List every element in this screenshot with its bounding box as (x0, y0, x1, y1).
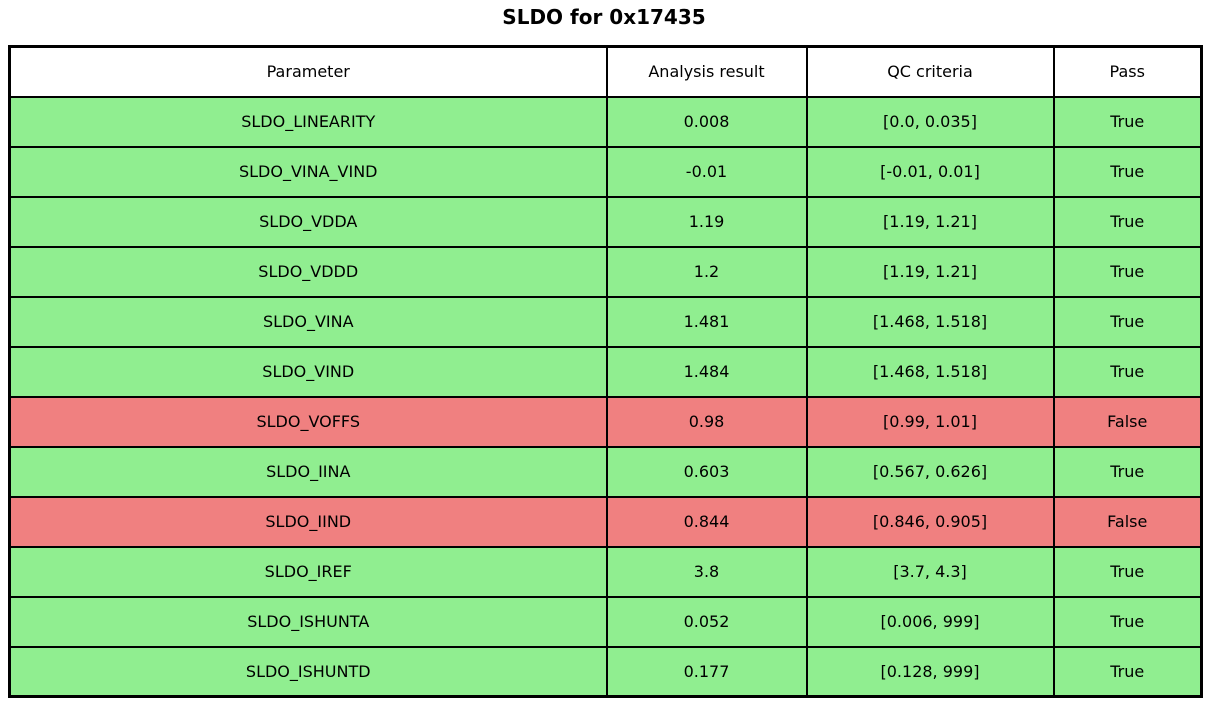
cell-result: 0.844 (605, 495, 808, 548)
page-title: SLDO for 0x17435 (502, 5, 706, 29)
cell-criteria: [0.128, 999] (805, 645, 1055, 698)
cell-criteria: [0.846, 0.905] (805, 495, 1055, 548)
cell-result: 0.008 (605, 95, 808, 148)
table-row: SLDO_VDDD 1.2 [1.19, 1.21] True (8, 245, 1203, 298)
cell-result: 1.481 (605, 295, 808, 348)
cell-result: 1.19 (605, 195, 808, 248)
cell-criteria: [0.0, 0.035] (805, 95, 1055, 148)
cell-parameter: SLDO_LINEARITY (8, 95, 608, 148)
cell-pass: True (1052, 645, 1203, 698)
cell-parameter: SLDO_VIND (8, 345, 608, 398)
table-row: SLDO_VDDA 1.19 [1.19, 1.21] True (8, 195, 1203, 248)
cell-parameter: SLDO_VINA_VIND (8, 145, 608, 198)
cell-pass: True (1052, 445, 1203, 498)
cell-criteria: [0.006, 999] (805, 595, 1055, 648)
cell-pass: True (1052, 95, 1203, 148)
cell-result: 0.98 (605, 395, 808, 448)
cell-criteria: [1.468, 1.518] (805, 295, 1055, 348)
cell-parameter: SLDO_VOFFS (8, 395, 608, 448)
cell-parameter: SLDO_ISHUNTA (8, 595, 608, 648)
table-row: SLDO_LINEARITY 0.008 [0.0, 0.035] True (8, 95, 1203, 148)
cell-criteria: [1.19, 1.21] (805, 195, 1055, 248)
table-header: Parameter Analysis result QC criteria Pa… (8, 45, 1203, 98)
cell-parameter: SLDO_IREF (8, 545, 608, 598)
cell-criteria: [1.468, 1.518] (805, 345, 1055, 398)
cell-pass: True (1052, 195, 1203, 248)
cell-criteria: [0.567, 0.626] (805, 445, 1055, 498)
table-row: SLDO_VOFFS 0.98 [0.99, 1.01] False (8, 395, 1203, 448)
header-row: Parameter Analysis result QC criteria Pa… (8, 45, 1203, 98)
cell-parameter: SLDO_VDDD (8, 245, 608, 298)
column-header-analysis-result: Analysis result (605, 45, 808, 98)
column-header-parameter: Parameter (8, 45, 608, 98)
cell-parameter: SLDO_VDDA (8, 195, 608, 248)
cell-pass: False (1052, 395, 1203, 448)
cell-result: 0.603 (605, 445, 808, 498)
table-row: SLDO_VINA_VIND -0.01 [-0.01, 0.01] True (8, 145, 1203, 198)
column-header-qc-criteria: QC criteria (805, 45, 1055, 98)
cell-criteria: [-0.01, 0.01] (805, 145, 1055, 198)
table-row: SLDO_VINA 1.481 [1.468, 1.518] True (8, 295, 1203, 348)
cell-result: 0.052 (605, 595, 808, 648)
cell-criteria: [1.19, 1.21] (805, 245, 1055, 298)
table-row: SLDO_IINA 0.603 [0.567, 0.626] True (8, 445, 1203, 498)
cell-pass: True (1052, 145, 1203, 198)
cell-criteria: [3.7, 4.3] (805, 545, 1055, 598)
cell-result: -0.01 (605, 145, 808, 198)
table-row: SLDO_IIND 0.844 [0.846, 0.905] False (8, 495, 1203, 548)
cell-pass: True (1052, 545, 1203, 598)
cell-result: 1.2 (605, 245, 808, 298)
cell-pass: True (1052, 595, 1203, 648)
table-body: SLDO_LINEARITY 0.008 [0.0, 0.035] True SLDO_… (8, 95, 1203, 698)
cell-result: 0.177 (605, 645, 808, 698)
cell-parameter: SLDO_IIND (8, 495, 608, 548)
cell-criteria: [0.99, 1.01] (805, 395, 1055, 448)
column-header-pass: Pass (1052, 45, 1203, 98)
qc-results-table: Parameter Analysis result QC criteria Pa… (8, 45, 1203, 698)
cell-result: 3.8 (605, 545, 808, 598)
cell-parameter: SLDO_IINA (8, 445, 608, 498)
cell-parameter: SLDO_ISHUNTD (8, 645, 608, 698)
table-row: SLDO_ISHUNTA 0.052 [0.006, 999] True (8, 595, 1203, 648)
table-row: SLDO_IREF 3.8 [3.7, 4.3] True (8, 545, 1203, 598)
cell-pass: True (1052, 295, 1203, 348)
table-row: SLDO_ISHUNTD 0.177 [0.128, 999] True (8, 645, 1203, 698)
table-row: SLDO_VIND 1.484 [1.468, 1.518] True (8, 345, 1203, 398)
cell-pass: True (1052, 345, 1203, 398)
cell-result: 1.484 (605, 345, 808, 398)
cell-pass: True (1052, 245, 1203, 298)
cell-pass: False (1052, 495, 1203, 548)
cell-parameter: SLDO_VINA (8, 295, 608, 348)
